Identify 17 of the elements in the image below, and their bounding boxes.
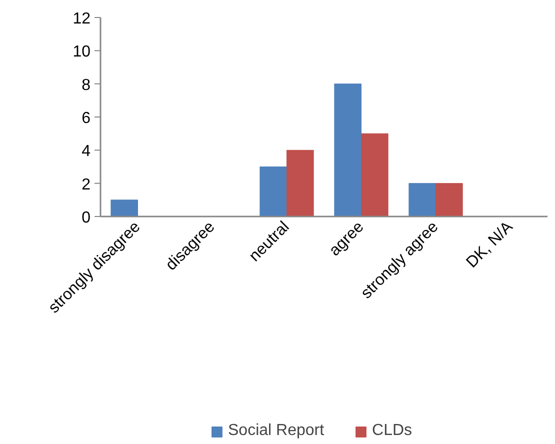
bar [334,84,362,217]
x-tick-label: DK, N/A [463,218,516,272]
bar [260,166,287,217]
y-tick-label: 10 [72,44,91,61]
bar [436,183,463,217]
y-tick-label: 2 [82,176,91,194]
y-tick-label: 6 [82,110,91,127]
y-tick-label: 4 [82,143,91,160]
legend-label: CLDs [372,422,412,440]
legend-label: Social Report [228,422,324,440]
bar [361,133,388,217]
bar [110,200,138,217]
bar [286,150,314,217]
y-tick-label: 0 [82,210,91,226]
y-tick-label: 12 [72,10,91,28]
y-tick-label: 8 [82,76,91,94]
bar [408,183,436,217]
